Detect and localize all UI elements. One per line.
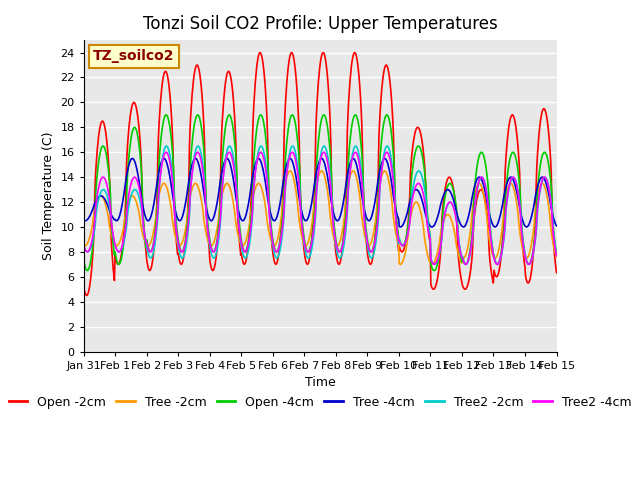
Open -2cm [378,82,386,88]
X-axis label: Time: Time [305,376,335,389]
Tree2 -2cm [185,221,193,227]
Tree2 -4cm [210,249,218,255]
Tree2 -4cm [392,210,399,216]
Open -2cm [351,50,358,56]
Open -4cm [383,112,390,118]
Open -2cm [392,216,400,222]
Tree -2cm [210,240,218,245]
Tree2 -2cm [79,242,87,248]
Line: Open -4cm: Open -4cm [83,115,557,271]
Tree2 -4cm [79,241,87,247]
Tree -4cm [397,224,404,230]
Tree -2cm [137,222,145,228]
Open -4cm [210,249,218,255]
Open -2cm [186,144,193,150]
Tree -4cm [137,191,145,196]
Open -4cm [430,268,438,274]
Tree2 -4cm [383,149,390,155]
Tree -2cm [185,202,193,207]
Open -2cm [553,270,561,276]
Text: TZ_soilco2: TZ_soilco2 [93,49,175,63]
Line: Open -2cm: Open -2cm [83,53,557,296]
Tree2 -4cm [553,253,561,259]
Tree -4cm [210,214,218,220]
Tree2 -4cm [430,262,438,267]
Line: Tree -2cm: Tree -2cm [83,171,557,264]
Tree -2cm [553,254,561,260]
Open -4cm [137,159,145,165]
Tree -4cm [553,223,561,229]
Tree -2cm [378,174,385,180]
Tree -2cm [88,224,96,230]
Open -4cm [79,256,87,262]
Legend: Open -2cm, Tree -2cm, Open -4cm, Tree -4cm, Tree2 -2cm, Tree2 -4cm: Open -2cm, Tree -2cm, Open -4cm, Tree -4… [3,391,637,414]
Tree -4cm [255,156,262,161]
Tree2 -2cm [88,240,96,246]
Tree -2cm [392,228,399,234]
Open -2cm [79,282,87,288]
Tree -4cm [378,161,385,167]
Tree2 -2cm [525,262,532,267]
Tree -4cm [185,178,193,184]
Tree2 -2cm [194,143,202,149]
Open -4cm [377,145,385,151]
Tree2 -4cm [185,216,193,221]
Tree -2cm [286,168,294,174]
Open -2cm [83,293,91,299]
Tree2 -2cm [211,255,218,261]
Tree -2cm [79,242,87,248]
Tree2 -2cm [378,168,385,174]
Open -4cm [185,204,193,210]
Line: Tree2 -4cm: Tree2 -4cm [83,152,557,264]
Tree2 -4cm [88,237,96,243]
Tree -2cm [397,262,404,267]
Open -2cm [89,252,97,258]
Tree -4cm [88,208,96,214]
Open -4cm [553,251,561,257]
Tree2 -4cm [137,194,145,200]
Y-axis label: Soil Temperature (C): Soil Temperature (C) [42,132,54,260]
Open -4cm [88,249,96,255]
Line: Tree -4cm: Tree -4cm [83,158,557,227]
Tree2 -2cm [137,202,145,207]
Open -2cm [211,264,218,270]
Tree2 -2cm [392,206,399,212]
Open -4cm [392,197,399,203]
Line: Tree2 -2cm: Tree2 -2cm [83,146,557,264]
Open -2cm [138,162,145,168]
Tree -4cm [392,204,399,210]
Title: Tonzi Soil CO2 Profile: Upper Temperatures: Tonzi Soil CO2 Profile: Upper Temperatur… [143,15,497,33]
Tree2 -4cm [377,175,385,180]
Tree -4cm [79,217,87,223]
Tree2 -2cm [553,252,561,257]
